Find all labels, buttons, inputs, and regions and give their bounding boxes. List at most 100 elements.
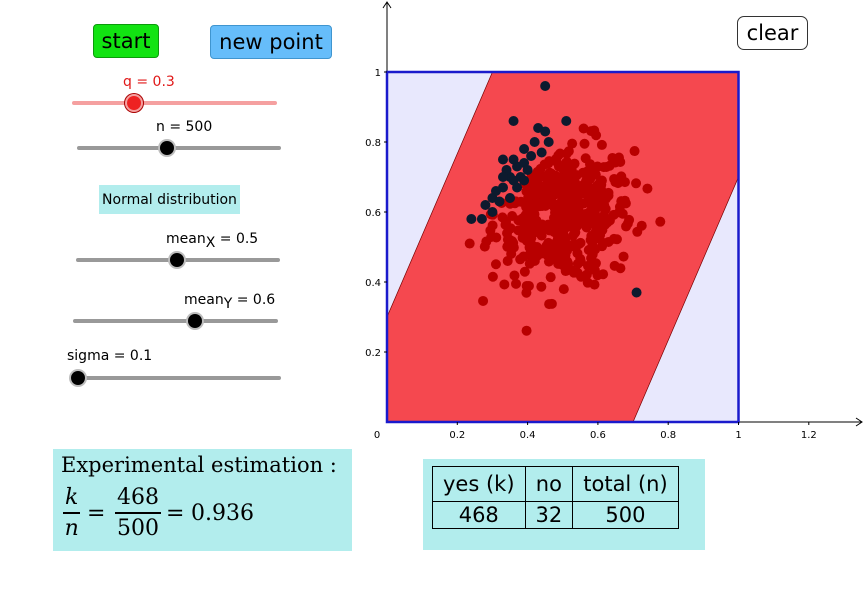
inside-point	[532, 166, 543, 177]
inside-point	[490, 259, 501, 270]
inside-point	[610, 177, 621, 188]
inside-point	[600, 203, 611, 214]
meany-slider-handle[interactable]	[188, 314, 202, 328]
inside-point	[624, 214, 635, 225]
outside-point	[487, 193, 498, 203]
inside-point	[579, 138, 590, 149]
inside-point	[538, 171, 549, 182]
inside-point	[568, 179, 579, 190]
n-label-prefix: n =	[156, 119, 186, 135]
meany-slider-track[interactable]	[73, 319, 278, 323]
inside-point	[546, 171, 557, 182]
inside-point	[557, 259, 568, 270]
inside-point	[491, 232, 502, 243]
meanx-slider-handle[interactable]	[170, 253, 184, 267]
sigma-slider-handle[interactable]	[71, 371, 85, 385]
meanx-label-suffix: =	[215, 231, 236, 247]
inside-point	[559, 190, 570, 201]
inside-point	[580, 219, 591, 230]
inside-point	[551, 207, 562, 218]
inside-point	[558, 164, 569, 175]
inside-point	[520, 216, 531, 227]
inside-point	[545, 169, 556, 180]
n-slider-track[interactable]	[77, 146, 281, 150]
inside-point	[545, 222, 556, 233]
inside-point	[580, 184, 591, 195]
inside-point	[546, 182, 557, 193]
inside-point	[550, 170, 561, 181]
inside-point	[566, 180, 577, 191]
inside-point	[563, 210, 574, 221]
sigma-label-value: 0.1	[129, 348, 153, 364]
inside-point	[565, 183, 576, 194]
inside-point	[587, 240, 598, 251]
inside-point	[575, 237, 586, 248]
outside-point	[505, 172, 516, 182]
inside-point	[521, 287, 532, 298]
inside-point	[537, 201, 548, 212]
inside-point	[580, 176, 591, 187]
inside-point	[618, 251, 629, 262]
normal-distribution-label: Normal distribution	[99, 185, 240, 214]
inside-point	[535, 163, 546, 174]
inside-point	[596, 139, 607, 150]
inside-point	[541, 186, 552, 197]
experimental-estimation-box: Experimental estimation : k n = 468 500 …	[53, 449, 352, 551]
q-slider-label: q = 0.3	[123, 74, 175, 90]
inside-point	[551, 156, 562, 167]
inside-point	[550, 238, 561, 249]
inside-point	[567, 209, 578, 220]
clear-button[interactable]: clear	[737, 16, 808, 50]
q-slider-handle[interactable]	[127, 96, 141, 110]
inside-point	[588, 219, 599, 230]
inside-point	[599, 210, 610, 221]
inside-point	[607, 152, 618, 163]
inside-point	[563, 205, 574, 216]
inside-point	[478, 295, 489, 306]
sigma-slider-track[interactable]	[72, 376, 281, 380]
inside-point	[557, 190, 568, 201]
inside-point	[556, 176, 567, 187]
inside-point	[578, 179, 589, 190]
inside-point	[562, 193, 573, 204]
inside-point	[509, 270, 520, 281]
inside-point	[547, 197, 558, 208]
inside-point	[609, 155, 620, 166]
outside-point	[540, 81, 551, 91]
inside-point	[582, 218, 593, 229]
inside-point	[527, 203, 538, 214]
inside-point	[568, 241, 579, 252]
inside-point	[573, 207, 584, 218]
inside-point	[528, 227, 539, 238]
inside-point	[546, 298, 557, 309]
inside-point	[523, 221, 534, 232]
inside-point	[553, 161, 564, 172]
new-point-button[interactable]: new point	[210, 25, 332, 59]
q-slider-track[interactable]	[72, 101, 277, 105]
inside-point	[560, 239, 571, 250]
inside-point	[544, 167, 555, 178]
inside-point	[610, 154, 621, 165]
inside-point	[562, 171, 573, 182]
inside-point	[559, 201, 570, 212]
inside-point	[581, 222, 592, 233]
inside-point	[485, 225, 496, 236]
inside-point	[555, 255, 566, 266]
start-button[interactable]: start	[93, 24, 159, 58]
inside-point	[549, 226, 560, 237]
meanx-label-value: 0.5	[235, 231, 259, 247]
inside-point	[518, 212, 529, 223]
inside-point	[529, 255, 540, 266]
inside-point	[603, 187, 614, 198]
inside-point	[519, 178, 530, 189]
inside-point	[582, 260, 593, 271]
q-label-value: 0.3	[152, 74, 175, 90]
n-slider-handle[interactable]	[160, 141, 174, 155]
inside-point	[531, 216, 542, 227]
inside-point	[597, 241, 608, 252]
inside-point	[521, 325, 532, 336]
estimation-result: 0.936	[191, 501, 254, 526]
y-tick-label: 0.6	[365, 208, 381, 219]
inside-point	[536, 281, 547, 292]
results-table: yes (k) no total (n) 468 32 500	[432, 466, 679, 529]
